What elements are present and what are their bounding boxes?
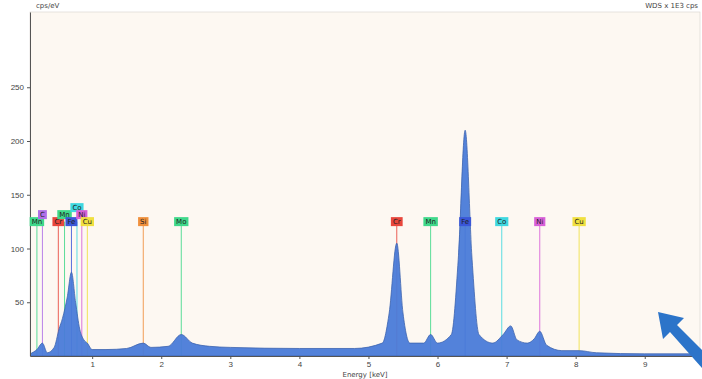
x-tick-mark: [299, 356, 300, 359]
y-tick-mark: [27, 87, 30, 88]
x-axis: 1 2 3 4 5 6 7 8 9: [31, 356, 701, 369]
element-labels: MnCCrMnFeCoNiCuSiMoCrMnFeCoNiCu: [30, 203, 586, 226]
element-label-text: Mn: [32, 218, 42, 226]
arrow: [658, 312, 702, 368]
element-label-box: [495, 217, 508, 226]
element-line: [579, 222, 580, 356]
y-tick: 150: [11, 191, 30, 200]
element-label-text: Fe: [461, 218, 469, 226]
x-tick-label: 3: [229, 360, 234, 369]
element-label: Cu: [81, 217, 94, 226]
element-label: Cu: [572, 217, 585, 226]
element-label: Fe: [459, 217, 471, 226]
x-tick: 8: [574, 356, 579, 369]
x-tick-mark: [230, 356, 231, 359]
element-label-box: [423, 217, 437, 226]
x-tick: 4: [298, 356, 303, 369]
element-label: Cr: [391, 217, 403, 226]
element-label-text: Mn: [425, 218, 435, 226]
element-line: [143, 222, 144, 356]
y-axis-title: cps/eV: [36, 2, 60, 10]
element-label: Mn: [423, 217, 437, 226]
y-tick: 250: [11, 83, 30, 92]
element-label-text: Cr: [54, 218, 62, 226]
y-tick-mark: [27, 141, 30, 142]
x-axis-line: [31, 356, 701, 357]
x-tick-mark: [507, 356, 508, 359]
y-tick: 100: [11, 245, 30, 254]
plot-background: [30, 12, 700, 356]
y-tick: 50: [15, 298, 30, 307]
element-label-box: [65, 217, 77, 226]
y-tick-label: 250: [11, 83, 25, 92]
x-tick: 9: [643, 356, 648, 369]
y-tick-label: 150: [11, 191, 25, 200]
y-tick-label: 100: [11, 245, 25, 254]
x-tick-mark: [161, 356, 162, 359]
x-tick-label: 6: [436, 360, 441, 369]
element-label-text: Ni: [536, 218, 543, 226]
x-tick: 7: [505, 356, 510, 369]
element-label-text: Co: [497, 218, 506, 226]
x-tick-label: 1: [90, 360, 95, 369]
x-tick: 2: [160, 356, 165, 369]
element-label-box: [174, 217, 188, 226]
annotation: WDS x 1E3 cps: [645, 2, 698, 10]
element-line: [36, 222, 37, 356]
x-tick-mark: [576, 356, 577, 359]
element-label-box: [81, 217, 94, 226]
y-tick-mark: [27, 302, 30, 303]
element-label-text: Mo: [176, 218, 186, 226]
x-axis-title: Energy [keV]: [342, 371, 387, 379]
x-tick-label: 4: [298, 360, 303, 369]
y-tick-label: 200: [11, 137, 25, 146]
x-tick: 6: [436, 356, 441, 369]
element-label: Ni: [534, 217, 545, 226]
x-tick-label: 5: [367, 360, 372, 369]
y-tick-mark: [27, 249, 30, 250]
spectrum: [30, 130, 700, 356]
element-line: [42, 222, 43, 356]
element-label: Fe: [65, 217, 77, 226]
element-label: Co: [495, 217, 508, 226]
element-label: Mo: [174, 217, 188, 226]
element-label-box: [534, 217, 545, 226]
element-label-box: [138, 217, 148, 226]
element-label-text: Cr: [393, 218, 401, 226]
plot-area: [30, 130, 700, 356]
element-label-text: Cu: [83, 218, 92, 226]
element-label-box: [459, 217, 471, 226]
x-tick-label: 2: [160, 360, 165, 369]
x-tick: 1: [90, 356, 95, 369]
element-line: [87, 222, 88, 356]
x-tick: 3: [229, 356, 234, 369]
x-tick-mark: [645, 356, 646, 359]
y-axis: 50 100 150 200 250: [11, 13, 31, 357]
x-tick-mark: [438, 356, 439, 359]
y-tick-label: 50: [15, 298, 24, 307]
element-label-box: [38, 210, 47, 219]
chart: 12345678950100150200250MnCCrMnFeCoNiCuSi…: [0, 0, 702, 379]
element-label-box: [572, 217, 585, 226]
x-tick-label: 9: [643, 360, 648, 369]
x-tick-label: 8: [574, 360, 579, 369]
x-tick-mark: [92, 356, 93, 359]
element-label-text: Si: [140, 218, 146, 226]
x-tick-mark: [368, 356, 369, 359]
x-tick-label: 7: [505, 360, 510, 369]
element-label: C: [38, 210, 47, 219]
x-tick: 5: [367, 356, 372, 369]
element-label-text: Cu: [574, 218, 583, 226]
element-label: Si: [138, 217, 148, 226]
y-tick-mark: [27, 195, 30, 196]
y-tick: 200: [11, 137, 30, 146]
element-label-text: Fe: [67, 218, 75, 226]
element-label-box: [391, 217, 403, 226]
y-axis-line: [30, 13, 31, 357]
element-label-text: C: [40, 211, 45, 219]
